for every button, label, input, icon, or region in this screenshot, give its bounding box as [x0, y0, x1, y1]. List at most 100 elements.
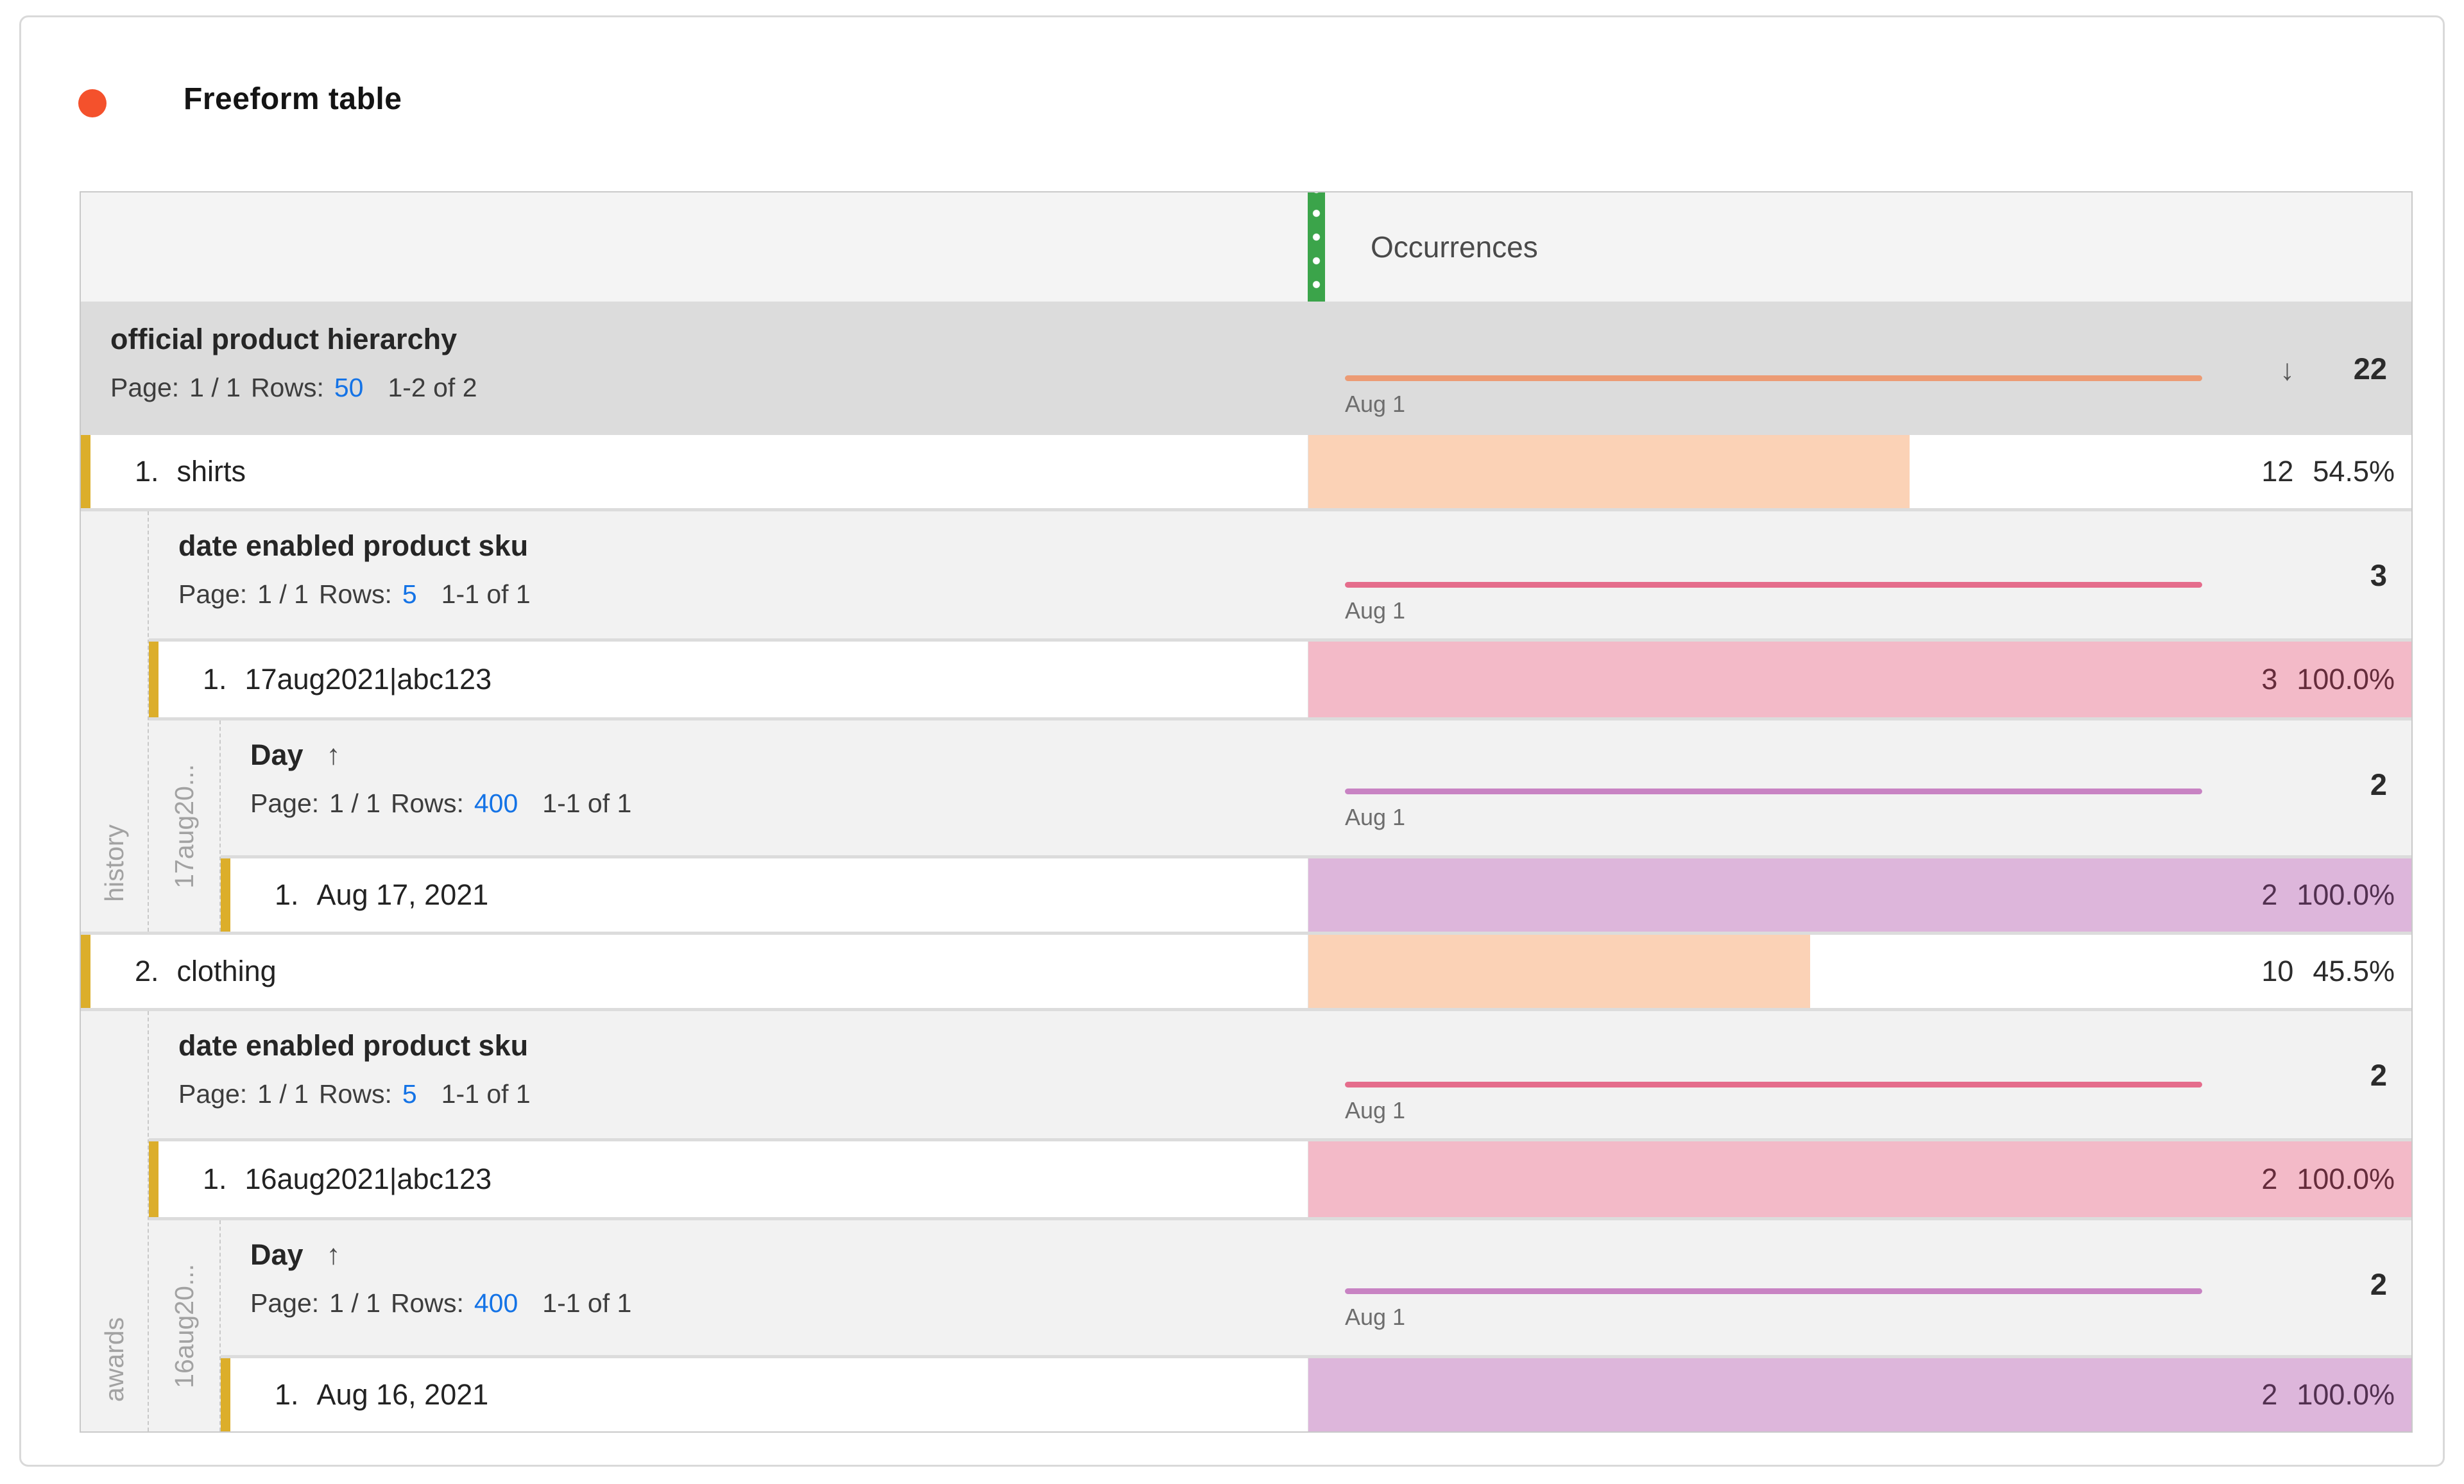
metric-values: 2 100.0%: [2261, 1163, 2395, 1196]
metric-percent: 54.5%: [2313, 455, 2395, 488]
dimension-name-text: Day: [250, 738, 304, 771]
dimension-header-row: Day ↑ Page: 1 / 1 Rows: 400 1-1 of 1: [221, 1220, 2411, 1355]
row-index: 1.: [203, 663, 227, 695]
pagination-bar: Page: 1 / 1 Rows: 400 1-1 of 1: [250, 789, 1308, 819]
metric-column-title[interactable]: Occurrences: [1371, 230, 1538, 264]
metric-cell: 12 54.5%: [1308, 435, 2411, 508]
row-range: 1-1 of 1: [542, 1288, 632, 1318]
rows-count-link[interactable]: 400: [474, 1288, 518, 1318]
horizontal-bar: [1308, 1358, 2411, 1431]
breakdown-gutter-outer: awards: [81, 1011, 149, 1431]
row-index: 1.: [275, 878, 299, 911]
row-label: 1. 16aug2021|abc123: [203, 1163, 492, 1196]
pagination-bar: Page: 1 / 1 Rows: 5 1-1 of 1: [178, 1079, 1308, 1109]
metric-percent: 100.0%: [2297, 1163, 2395, 1195]
metric-header-cell[interactable]: Occurrences: [1308, 192, 2411, 302]
table-row-clothing[interactable]: 2. clothing 10 45.5%: [81, 935, 2411, 1008]
dimension-name-text: Day: [250, 1238, 304, 1271]
row-index: 1.: [135, 455, 159, 488]
metric-cell: 10 45.5%: [1308, 935, 2411, 1008]
page-label: Page:: [250, 1288, 320, 1318]
row-accent-bar: [221, 1358, 230, 1431]
metric-percent: 100.0%: [2297, 878, 2395, 911]
metric-value: 12: [2261, 455, 2294, 488]
metric-header-empty-cell: [81, 192, 1308, 302]
column-drag-handle-icon[interactable]: [1308, 192, 1325, 302]
sort-ascending-icon[interactable]: ↑: [326, 1239, 341, 1270]
dimension-header-cell: Day ↑ Page: 1 / 1 Rows: 400 1-1 of 1: [221, 721, 1308, 855]
rows-label: Rows:: [390, 1288, 464, 1318]
row-item-name: clothing: [176, 955, 277, 987]
dimension-name: official product hierarchy: [110, 323, 458, 355]
row-label: 2. clothing: [135, 955, 277, 988]
metric-cell: 2 100.0%: [1308, 1141, 2411, 1217]
breakdown-gutter-inner: 16aug20...: [149, 1220, 221, 1431]
breakdown-parent-label: 16aug20...: [169, 1263, 199, 1388]
pagination-bar: Page: 1 / 1 Rows: 400 1-1 of 1: [250, 1288, 1308, 1318]
metric-summary-cell: Aug 1 ↓ 22: [1308, 305, 2411, 432]
dimension-header-cell: date enabled product sku Page: 1 / 1 Row…: [149, 511, 1308, 638]
dimension-cell: 1. 17aug2021|abc123: [149, 642, 1308, 717]
breakdown-parent-label: awards: [99, 1317, 129, 1402]
breakdown-parent-label: 17aug20...: [169, 763, 199, 889]
dimension-header-cell: official product hierarchy Page: 1 / 1 R…: [81, 305, 1308, 432]
metric-values: 2 100.0%: [2261, 1378, 2395, 1412]
sparkline-date-label: Aug 1: [1345, 804, 1406, 830]
row-accent-bar: [149, 1141, 158, 1217]
freeform-table: Occurrences official product hierarchy P…: [80, 191, 2413, 1433]
table-row-aug16[interactable]: 1. Aug 16, 2021 2 100.0%: [221, 1358, 2411, 1431]
row-range: 1-1 of 1: [542, 789, 632, 818]
row-accent-bar: [81, 935, 90, 1008]
horizontal-bar: [1308, 642, 2411, 717]
sparkline-date-label: Aug 1: [1345, 1097, 1406, 1123]
row-index: 2.: [135, 955, 159, 987]
breakdown-gutter-inner: 17aug20...: [149, 721, 221, 932]
rows-count-link[interactable]: 5: [402, 579, 417, 609]
dimension-name: Day ↑: [250, 738, 1308, 772]
rows-count-link[interactable]: 400: [474, 789, 518, 818]
breakdown-gutter-outer: history: [81, 511, 149, 932]
horizontal-bar: [1308, 1141, 2411, 1217]
metric-summary-cell: Aug 1 2: [1308, 1011, 2411, 1138]
table-row-aug17[interactable]: 1. Aug 17, 2021 2 100.0%: [221, 858, 2411, 932]
visualization-color-dot-icon: [78, 89, 107, 117]
metric-value: 3: [2261, 663, 2278, 695]
page-value: 1 / 1: [329, 789, 381, 818]
metric-percent: 100.0%: [2297, 1378, 2395, 1411]
rows-count-link[interactable]: 5: [402, 1079, 417, 1109]
sparkline: [1345, 1082, 2202, 1087]
rows-label: Rows:: [318, 579, 392, 609]
table-row-16aug2021[interactable]: 1. 16aug2021|abc123 2 100.0%: [149, 1141, 2411, 1217]
metric-total: 3: [2370, 558, 2387, 592]
page-value: 1 / 1: [189, 373, 241, 402]
breakdown-section-day: 17aug20... Day ↑ Page: 1 /: [149, 721, 2411, 932]
metric-values: 10 45.5%: [2261, 955, 2395, 988]
metric-percent: 45.5%: [2313, 955, 2395, 987]
sparkline: [1345, 375, 2202, 381]
sort-descending-icon[interactable]: ↓: [2280, 353, 2295, 386]
rows-label: Rows:: [250, 373, 324, 402]
dimension-cell: 1. shirts: [81, 435, 1308, 508]
rows-label: Rows:: [318, 1079, 392, 1109]
table-row-shirts[interactable]: 1. shirts 12 54.5%: [81, 435, 2411, 508]
table-row-17aug2021[interactable]: 1. 17aug2021|abc123 3 100.0%: [149, 642, 2411, 717]
row-range: 1-1 of 1: [441, 579, 531, 609]
metric-cell: 2 100.0%: [1308, 1358, 2411, 1431]
row-range: 1-1 of 1: [441, 1079, 531, 1109]
row-accent-bar: [81, 435, 90, 508]
sparkline: [1345, 789, 2202, 794]
sparkline-date-label: Aug 1: [1345, 1304, 1406, 1330]
page-label: Page:: [110, 373, 180, 402]
dimension-header-row: date enabled product sku Page: 1 / 1 Row…: [149, 511, 2411, 638]
metric-percent: 100.0%: [2297, 663, 2395, 695]
breakdown-parent-label: history: [99, 824, 129, 902]
row-item-name: 16aug2021|abc123: [244, 1163, 492, 1195]
page-label: Page:: [178, 579, 248, 609]
horizontal-bar: [1308, 935, 1811, 1008]
freeform-table-panel: Freeform table Occurrences official prod…: [19, 15, 2445, 1467]
row-label: 1. Aug 17, 2021: [275, 878, 488, 912]
visualization-title: Freeform table: [184, 82, 402, 116]
sort-ascending-icon[interactable]: ↑: [326, 739, 341, 771]
rows-count-link[interactable]: 50: [334, 373, 364, 402]
metric-cell: 3 100.0%: [1308, 642, 2411, 717]
